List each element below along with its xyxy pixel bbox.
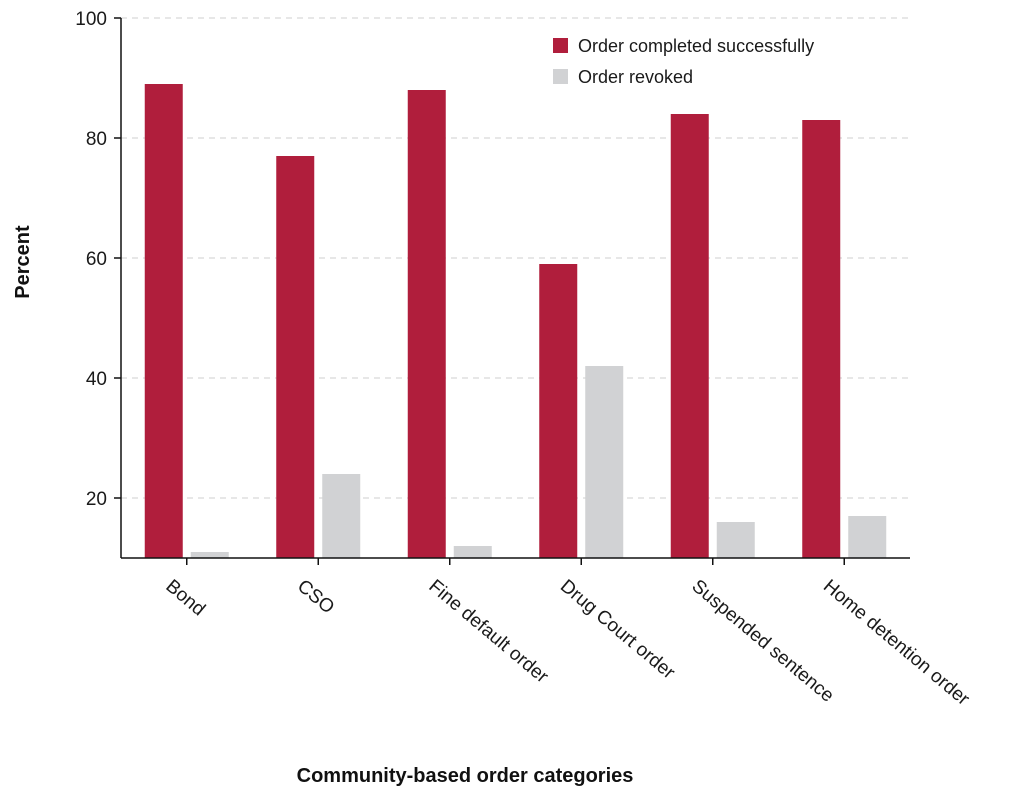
bar-revoked xyxy=(848,516,887,558)
x-tick-label: Fine default order xyxy=(425,576,553,688)
bar-completed xyxy=(539,264,578,558)
y-ticks: 20 40 60 80 100 xyxy=(75,9,121,510)
y-tick-label: 80 xyxy=(86,129,107,150)
bars xyxy=(144,84,887,558)
x-tick-label: Suspended sentence xyxy=(688,576,838,707)
y-tick-label: 60 xyxy=(86,249,107,270)
legend-swatch-revoked xyxy=(553,69,568,84)
bar-completed xyxy=(670,114,709,558)
x-ticks: Bond CSO Fine default order Drug Court orde… xyxy=(162,558,974,710)
axes xyxy=(120,18,910,559)
legend: Order completed successfully Order revok… xyxy=(553,36,814,87)
bar-revoked xyxy=(716,522,755,558)
bar-revoked xyxy=(453,546,492,558)
y-tick-label: 100 xyxy=(75,9,107,30)
gridlines xyxy=(121,17,910,499)
y-axis-title: Percent xyxy=(12,225,34,299)
bar-revoked xyxy=(322,474,361,558)
bar-completed xyxy=(144,84,183,558)
bar-completed xyxy=(276,156,315,558)
legend-label-completed: Order completed successfully xyxy=(578,36,814,56)
bar-completed xyxy=(407,90,446,558)
legend-label-revoked: Order revoked xyxy=(578,67,693,87)
y-tick-label: 20 xyxy=(86,489,107,510)
x-tick-label: Drug Court order xyxy=(556,576,679,684)
x-tick-label: Home detention order xyxy=(819,576,974,711)
x-tick-label: CSO xyxy=(293,576,338,619)
bar-revoked xyxy=(585,366,624,558)
legend-swatch-completed xyxy=(553,38,568,53)
bar-completed xyxy=(802,120,841,558)
bar-revoked xyxy=(190,552,229,558)
y-tick-label: 40 xyxy=(86,369,107,390)
x-tick-label: Bond xyxy=(162,576,209,621)
x-axis-title: Community-based order categories xyxy=(297,765,634,787)
